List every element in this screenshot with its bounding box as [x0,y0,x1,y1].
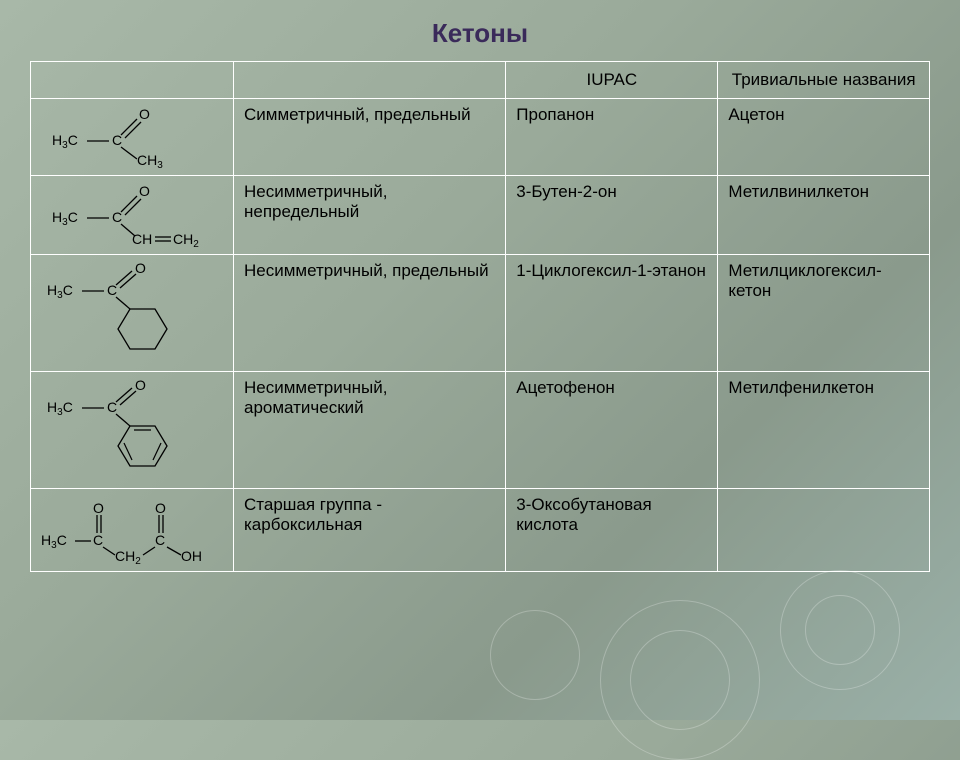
page-title: Кетоны [30,18,930,49]
cell-trivial [718,489,930,572]
svg-text:O: O [93,500,104,516]
cell-classification: Старшая группа - карбоксильная [234,489,506,572]
svg-text:CH: CH [132,231,152,247]
svg-text:C: C [107,399,117,415]
svg-text:C: C [112,132,122,148]
svg-text:O: O [135,260,146,276]
structure-acetophenone: H3C C O [31,372,234,489]
cell-trivial: Метилвинилкетон [718,176,930,255]
structure-acetone: H3C C O CH3 [31,99,234,176]
cell-iupac: 1-Циклогексил-1-этанон [506,255,718,372]
col-structure [31,62,234,99]
cell-iupac: Пропанон [506,99,718,176]
svg-text:CH2: CH2 [173,231,199,250]
svg-text:H3C: H3C [41,532,67,551]
svg-text:C: C [112,209,122,225]
header-row: IUPAC Тривиальные названия [31,62,930,99]
svg-text:O: O [139,106,150,122]
cell-iupac: Ацетофенон [506,372,718,489]
structure-oxobutanoic: H3C C O CH2 C O OH [31,489,234,572]
svg-text:H3C: H3C [47,399,73,418]
svg-text:CH3: CH3 [137,152,163,171]
cell-trivial: Ацетон [718,99,930,176]
cell-classification: Несимметричный, предельный [234,255,506,372]
table-row: H3C C O CH2 C O OH [31,489,930,572]
cell-classification: Несимметричный, ароматический [234,372,506,489]
svg-text:O: O [135,377,146,393]
cell-classification: Несимметричный, непредельный [234,176,506,255]
svg-text:OH: OH [181,548,202,564]
svg-text:H3C: H3C [52,209,78,228]
table-row: H3C C O Несимметричный, ароматический Ац… [31,372,930,489]
col-trivial: Тривиальные названия [718,62,930,99]
svg-text:C: C [155,532,165,548]
cell-trivial: Метилциклогексил-кетон [718,255,930,372]
table-row: H3C C O CH3 Симметричный, предельный Про… [31,99,930,176]
svg-text:H3C: H3C [47,282,73,301]
svg-text:H3C: H3C [52,132,78,151]
svg-text:O: O [155,500,166,516]
svg-text:C: C [93,532,103,548]
cell-iupac: 3-Бутен-2-он [506,176,718,255]
col-iupac: IUPAC [506,62,718,99]
svg-text:C: C [107,282,117,298]
col-classification [234,62,506,99]
cell-iupac: 3-Оксобутановая кислота [506,489,718,572]
structure-cyclohexyl: H3C C O [31,255,234,372]
ketones-table: IUPAC Тривиальные названия H3C C O CH3 С… [30,61,930,572]
cell-trivial: Метилфенилкетон [718,372,930,489]
cell-classification: Симметричный, предельный [234,99,506,176]
structure-mvk: H3C C O CH CH2 [31,176,234,255]
table-row: H3C C O CH CH2 Несимметричный, непредель… [31,176,930,255]
svg-text:O: O [139,183,150,199]
table-row: H3C C O Несимметричный, предельный 1-Цик… [31,255,930,372]
svg-text:CH2: CH2 [115,548,141,567]
